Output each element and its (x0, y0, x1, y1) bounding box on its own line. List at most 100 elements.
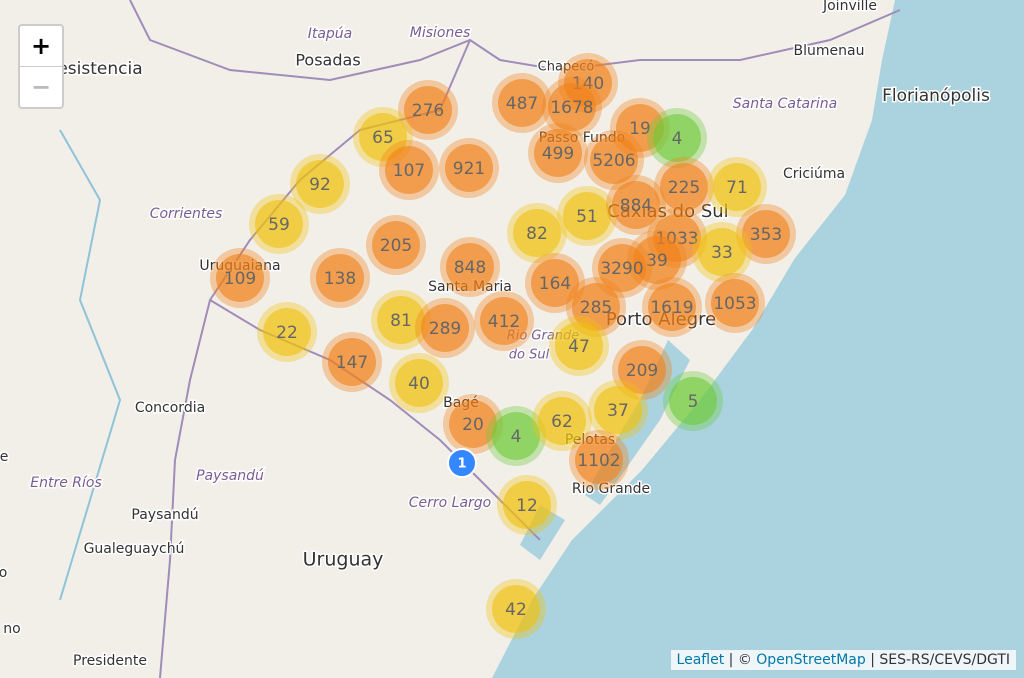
marker-cluster[interactable]: 499 (528, 123, 588, 183)
marker-cluster[interactable]: 3290 (592, 238, 652, 298)
cluster-count: 51 (576, 207, 598, 227)
marker-cluster[interactable]: 276 (398, 80, 458, 140)
marker-cluster[interactable]: 65 (353, 107, 413, 167)
osm-link[interactable]: OpenStreetMap (756, 652, 866, 668)
cluster-count: 65 (372, 128, 394, 148)
cluster-body (713, 163, 761, 211)
cluster-body (660, 163, 708, 211)
place-label: Concordia (135, 400, 205, 416)
leaflet-link[interactable]: Leaflet (676, 652, 725, 668)
marker-cluster[interactable]: 225 (654, 157, 714, 217)
cluster-body (616, 104, 664, 152)
marker-cluster[interactable]: 109 (210, 248, 270, 308)
river (59, 129, 122, 601)
cluster-count: 499 (542, 144, 574, 164)
marker-cluster[interactable]: 1 (447, 448, 477, 478)
cluster-count: 59 (268, 215, 290, 235)
lagoon (520, 505, 565, 560)
marker-cluster[interactable]: 5 (663, 371, 723, 431)
cluster-count: 4 (511, 427, 522, 447)
marker-cluster[interactable]: 33 (692, 222, 752, 282)
cluster-count: 289 (429, 319, 461, 339)
marker-cluster[interactable]: 884 (606, 175, 666, 235)
marker-cluster[interactable]: 71 (707, 157, 767, 217)
cluster-body (492, 585, 540, 633)
marker-cluster[interactable]: 1619 (642, 277, 702, 337)
marker-cluster[interactable]: 42 (486, 579, 546, 639)
marker-cluster[interactable]: 20 (443, 394, 503, 454)
marker-cluster[interactable]: 412 (474, 291, 534, 351)
cluster-body (255, 200, 303, 248)
cluster-count: 225 (668, 178, 700, 198)
zoom-out[interactable]: − (20, 66, 62, 107)
cluster-body (480, 297, 528, 345)
cluster-count: 1 (457, 457, 466, 472)
place-label: o (0, 565, 7, 581)
cluster-body (328, 338, 376, 386)
cluster-count: 147 (336, 353, 368, 373)
marker-cluster[interactable]: 4 (486, 406, 546, 466)
marker-cluster[interactable]: 164 (525, 253, 585, 313)
cluster-count: 164 (539, 274, 571, 294)
cluster-count: 33 (711, 243, 733, 263)
cluster-count: 285 (580, 298, 612, 318)
marker-cluster[interactable]: 12 (497, 475, 557, 535)
marker-cluster[interactable]: 285 (566, 277, 626, 337)
marker-cluster[interactable]: 82 (507, 203, 567, 263)
cluster-body (449, 400, 497, 448)
cluster-body (653, 114, 701, 162)
place-label: Santa Catarina (733, 96, 837, 112)
place-label: Misiones (410, 25, 471, 41)
marker-cluster[interactable]: 107 (379, 140, 439, 200)
place-label: Rio Grande (572, 481, 650, 497)
cluster-count: 1053 (713, 294, 756, 314)
cluster-body (534, 129, 582, 177)
cluster-count: 487 (506, 94, 538, 114)
marker-cluster[interactable]: 62 (532, 391, 592, 451)
marker-cluster[interactable]: 40 (389, 353, 449, 413)
marker-cluster[interactable]: 138 (310, 248, 370, 308)
marker-cluster[interactable]: 205 (366, 215, 426, 275)
cluster-count: 42 (505, 600, 527, 620)
cluster-count: 5 (688, 392, 699, 412)
cluster-body (216, 254, 264, 302)
marker-cluster[interactable]: 81 (371, 290, 431, 350)
marker-cluster[interactable]: 92 (290, 154, 350, 214)
cluster-count: 109 (224, 269, 256, 289)
marker-cluster[interactable]: 51 (557, 186, 617, 246)
cluster-body (711, 279, 759, 327)
cluster-body (316, 254, 364, 302)
cluster-body (445, 144, 493, 192)
marker-cluster[interactable]: 47 (549, 316, 609, 376)
cluster-count: 353 (750, 225, 782, 245)
marker-cluster[interactable]: 37 (588, 380, 648, 440)
marker-cluster[interactable]: 848 (440, 237, 500, 297)
marker-cluster[interactable]: 1102 (569, 430, 629, 490)
marker-cluster[interactable]: 147 (322, 332, 382, 392)
marker-cluster[interactable]: 59 (249, 194, 309, 254)
cluster-body (548, 83, 596, 131)
place-label: Joinville (822, 0, 877, 14)
border (129, 0, 901, 82)
cluster-body (698, 228, 746, 276)
marker-cluster[interactable]: 921 (439, 138, 499, 198)
cluster-body (742, 210, 790, 258)
marker-cluster[interactable]: 487 (492, 73, 552, 133)
cluster-body (590, 136, 638, 184)
place-label: no (3, 621, 20, 637)
marker-cluster[interactable]: 22 (257, 302, 317, 362)
marker-cluster[interactable]: 1053 (705, 273, 765, 333)
cluster-count: 1102 (577, 451, 620, 471)
cluster-count: 209 (626, 361, 658, 381)
zoom-in[interactable]: + (30, 32, 52, 60)
cluster-body (296, 160, 344, 208)
marker-cluster[interactable]: 4 (647, 108, 707, 168)
cluster-body (555, 322, 603, 370)
cluster-count: 19 (629, 119, 651, 139)
marker-cluster[interactable]: 353 (736, 204, 796, 264)
marker-cluster[interactable]: 289 (415, 298, 475, 358)
marker-cluster[interactable]: 209 (612, 340, 672, 400)
cluster-body (563, 192, 611, 240)
marker-cluster[interactable]: 1678 (542, 77, 602, 137)
